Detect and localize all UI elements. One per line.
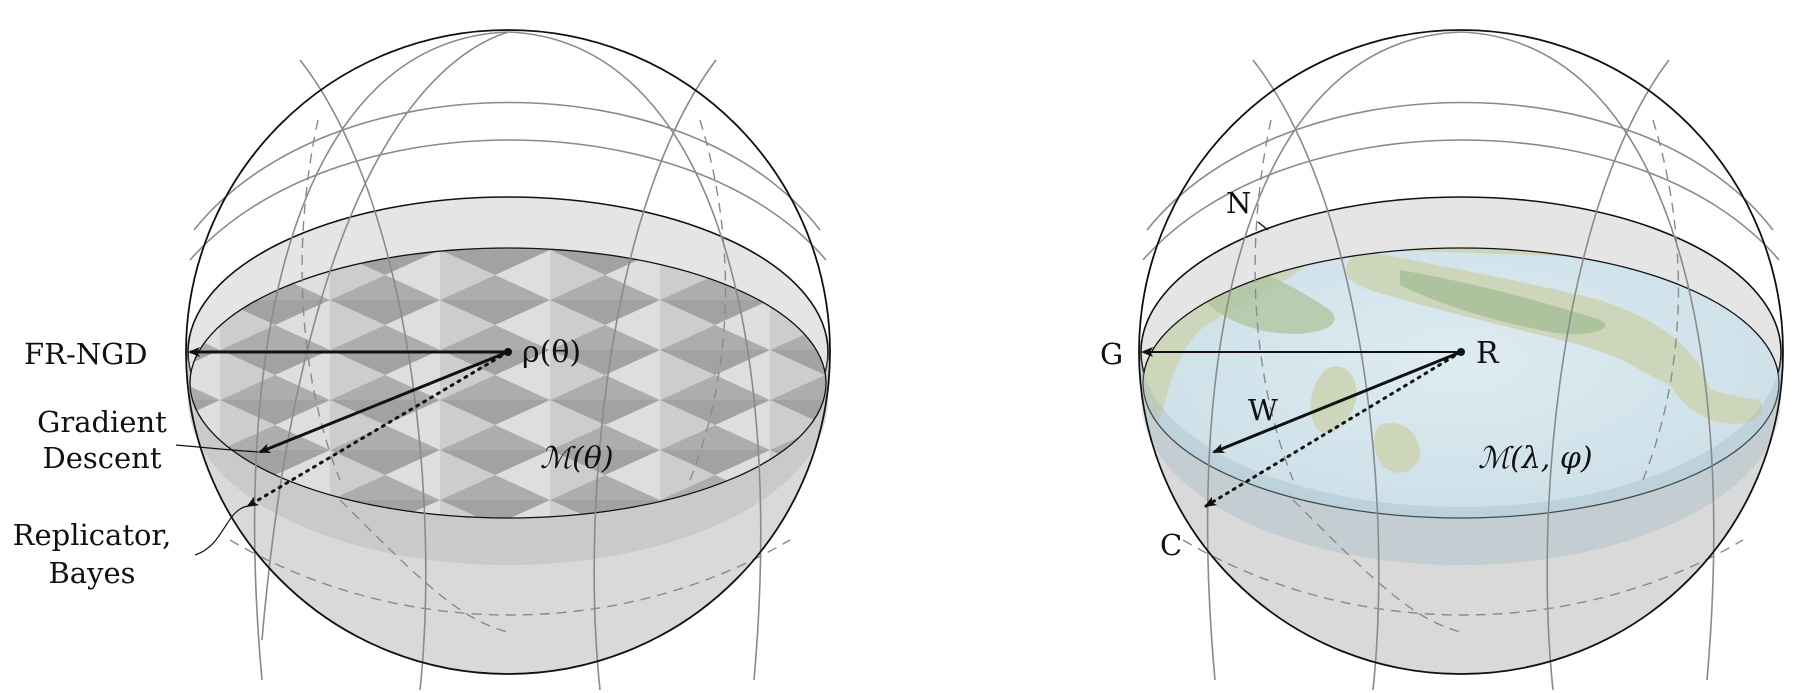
right-w-label: W xyxy=(1248,393,1278,427)
right-meridians xyxy=(1142,31,1780,691)
right-point-dot xyxy=(1457,348,1465,356)
left-replicator-label-line1: Replicator, xyxy=(13,518,172,552)
map-land-east xyxy=(1665,370,1762,424)
right-manifold-outline xyxy=(1142,247,1780,519)
left-manifold-label: ℳ(θ) xyxy=(540,441,614,476)
left-sphere-outline xyxy=(185,29,831,675)
left-gradient-label-line1: Gradient xyxy=(37,405,167,439)
left-replicator-leader xyxy=(194,505,249,556)
left-gradient-label-line2: Descent xyxy=(42,441,161,475)
left-manifold-outline xyxy=(189,247,827,519)
right-north-tick xyxy=(1257,221,1269,231)
right-g-label: G xyxy=(1100,337,1123,371)
map-island-2 xyxy=(1374,423,1420,473)
right-arrow-w xyxy=(1212,350,1462,454)
left-fr-ngd-label: FR-NGD xyxy=(24,337,148,371)
right-c-label: C xyxy=(1160,528,1182,562)
left-arrow-gradient xyxy=(258,350,509,454)
left-meridians xyxy=(189,31,827,691)
left-arrow-replicator xyxy=(246,350,510,508)
left-hidden-meridians xyxy=(229,119,791,633)
right-disk-band xyxy=(1141,352,1781,565)
left-replicator-label-line2: Bayes xyxy=(48,556,135,590)
left-point-label: ρ(θ) xyxy=(522,335,581,370)
right-arrow-c xyxy=(1204,350,1463,508)
left-disk-band xyxy=(188,352,828,565)
left-point-dot xyxy=(504,348,512,356)
right-n-label: N xyxy=(1226,186,1251,220)
right-hidden-meridians xyxy=(1182,119,1744,633)
left-manifold-tiling xyxy=(190,248,826,518)
right-sphere: R ℳ(λ, φ) G W C N xyxy=(1100,29,1784,691)
right-sphere-outline xyxy=(1138,29,1784,675)
map-island-1 xyxy=(1310,366,1357,434)
left-sphere: ρ(θ) ℳ(θ) FR-NGD Gradient Descent Replic… xyxy=(13,29,831,691)
left-gradient-leader xyxy=(175,444,259,453)
right-manifold-label: ℳ(λ, φ) xyxy=(1478,441,1593,476)
right-point-label: R xyxy=(1476,336,1500,371)
